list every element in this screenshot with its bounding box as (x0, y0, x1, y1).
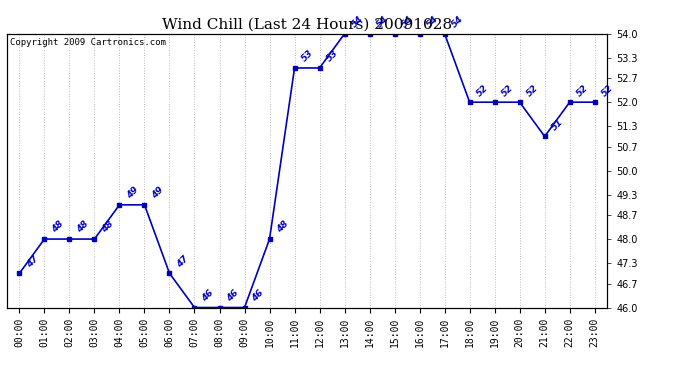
Text: 52: 52 (600, 83, 615, 98)
Text: 46: 46 (225, 288, 240, 303)
Text: 54: 54 (400, 14, 415, 30)
Text: 48: 48 (50, 220, 65, 235)
Text: 54: 54 (450, 14, 465, 30)
Text: 48: 48 (100, 220, 115, 235)
Text: 49: 49 (125, 186, 140, 201)
Text: 54: 54 (350, 14, 365, 30)
Text: 53: 53 (325, 49, 340, 64)
Text: 46: 46 (200, 288, 215, 303)
Title: Wind Chill (Last 24 Hours) 20091028: Wind Chill (Last 24 Hours) 20091028 (162, 17, 452, 31)
Text: 49: 49 (150, 186, 165, 201)
Text: 48: 48 (275, 220, 290, 235)
Text: 54: 54 (425, 14, 440, 30)
Text: 52: 52 (575, 83, 591, 98)
Text: 53: 53 (300, 49, 315, 64)
Text: 48: 48 (75, 220, 90, 235)
Text: 54: 54 (375, 14, 391, 30)
Text: 47: 47 (25, 254, 40, 269)
Text: Copyright 2009 Cartronics.com: Copyright 2009 Cartronics.com (10, 38, 166, 47)
Text: 52: 52 (475, 83, 491, 98)
Text: 47: 47 (175, 254, 190, 269)
Text: 51: 51 (550, 117, 565, 132)
Text: 46: 46 (250, 288, 265, 303)
Text: 52: 52 (500, 83, 515, 98)
Text: 52: 52 (525, 83, 540, 98)
